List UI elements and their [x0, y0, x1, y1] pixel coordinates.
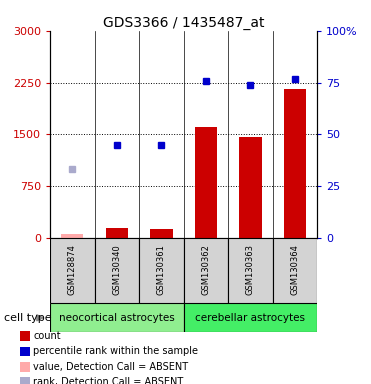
Text: rank, Detection Call = ABSENT: rank, Detection Call = ABSENT [33, 377, 184, 384]
Text: GSM130340: GSM130340 [112, 244, 121, 295]
Bar [273, 238, 317, 303]
Text: GSM128874: GSM128874 [68, 244, 77, 295]
Text: count: count [33, 331, 61, 341]
Text: GSM130361: GSM130361 [157, 244, 166, 295]
Bar [184, 303, 317, 332]
Text: cell type: cell type [4, 313, 51, 323]
Bar [50, 303, 184, 332]
Bar [284, 89, 306, 238]
Bar [228, 238, 273, 303]
Bar [184, 238, 228, 303]
Text: percentile rank within the sample: percentile rank within the sample [33, 346, 198, 356]
Bar [95, 238, 139, 303]
Text: GSM130364: GSM130364 [290, 244, 299, 295]
Text: neocortical astrocytes: neocortical astrocytes [59, 313, 175, 323]
Bar [195, 127, 217, 238]
Text: GSM130363: GSM130363 [246, 244, 255, 295]
Text: cerebellar astrocytes: cerebellar astrocytes [196, 313, 305, 323]
Bar [106, 228, 128, 238]
Bar [50, 238, 95, 303]
Text: GSM130362: GSM130362 [201, 244, 210, 295]
Bar [150, 229, 173, 238]
Text: value, Detection Call = ABSENT: value, Detection Call = ABSENT [33, 362, 188, 372]
Bar [239, 137, 262, 238]
Bar [139, 238, 184, 303]
Bar [61, 234, 83, 238]
Title: GDS3366 / 1435487_at: GDS3366 / 1435487_at [103, 16, 265, 30]
